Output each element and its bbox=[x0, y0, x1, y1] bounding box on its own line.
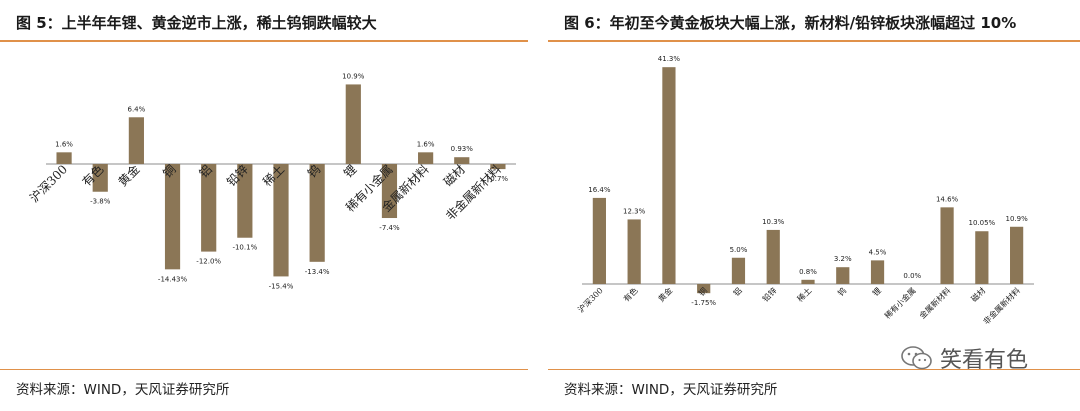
category-tick-label: 钨 bbox=[835, 285, 848, 298]
bar bbox=[128, 117, 144, 164]
data-label: -0.7% bbox=[488, 175, 509, 183]
data-label: 1.6% bbox=[55, 140, 73, 148]
bar bbox=[273, 164, 289, 277]
data-label: -15.4% bbox=[269, 282, 294, 290]
data-label: 10.05% bbox=[968, 219, 995, 227]
bar bbox=[92, 164, 108, 192]
bar bbox=[731, 257, 746, 284]
bar bbox=[309, 164, 325, 262]
data-label: -10.1% bbox=[232, 244, 257, 252]
category-tick-label: 稀土 bbox=[795, 285, 813, 303]
category-tick-label: 沪深300 bbox=[27, 162, 70, 205]
bar bbox=[201, 164, 217, 252]
bar bbox=[940, 207, 954, 284]
bar bbox=[697, 284, 711, 294]
data-label: -3.8% bbox=[90, 198, 111, 206]
data-label: 6.4% bbox=[127, 105, 145, 113]
data-label: 0.93% bbox=[451, 145, 474, 153]
bar bbox=[1010, 226, 1024, 284]
category-tick-label: 金属新材料 bbox=[917, 285, 952, 320]
data-label: -13.4% bbox=[305, 268, 330, 276]
category-tick-label: 稀有小金属 bbox=[882, 285, 917, 320]
data-label: -7.4% bbox=[379, 224, 400, 232]
bar bbox=[381, 164, 398, 219]
footer-divider bbox=[548, 369, 1080, 370]
wechat-icon bbox=[901, 346, 932, 370]
bar bbox=[836, 267, 850, 284]
bar bbox=[870, 260, 885, 284]
bar bbox=[662, 67, 676, 284]
figure-title: 图 6：年初至今黄金板块大幅上涨，新材料/铅锌板块涨幅超过 10% bbox=[564, 14, 1017, 32]
category-tick-label: 非金属新材料 bbox=[981, 285, 1022, 326]
bar bbox=[975, 231, 989, 284]
bar-chart-h1-returns: 1.6%沪深300 -3.8%有色6.4%黄金-14.43%铜-12.0%铝-10… bbox=[27, 72, 516, 290]
bar bbox=[454, 157, 470, 164]
bar bbox=[801, 279, 815, 284]
category-tick-label: 磁材 bbox=[440, 162, 468, 190]
data-label: 16.4% bbox=[588, 186, 611, 194]
data-label: -1.75% bbox=[691, 299, 716, 307]
figure-6-panel: 图 6：年初至今黄金板块大幅上涨，新材料/铅锌板块涨幅超过 10% 16.4% 沪… bbox=[548, 0, 1080, 411]
data-label: 0.8% bbox=[799, 268, 817, 276]
data-label: 12.3% bbox=[623, 207, 646, 215]
data-label: 41.3% bbox=[658, 55, 681, 63]
category-tick-label: 铝 bbox=[731, 285, 744, 298]
data-label: 4.5% bbox=[869, 248, 887, 256]
bar bbox=[56, 152, 72, 164]
watermark: 笑看有色 bbox=[900, 342, 1028, 374]
title-divider bbox=[548, 40, 1080, 42]
category-tick-label: 沪深300 bbox=[576, 285, 605, 314]
category-tick-label: 黄金 bbox=[656, 285, 674, 303]
data-label: 0.0% bbox=[903, 272, 921, 280]
bar bbox=[490, 164, 506, 170]
figure-5-panel: 图 5：上半年年锂、黄金逆市上涨，稀土钨铜跌幅较大 1.6% 沪深300 -3.8%… bbox=[0, 0, 528, 411]
bar bbox=[237, 164, 253, 238]
bar bbox=[164, 164, 181, 270]
bar bbox=[766, 229, 780, 284]
footer-divider bbox=[0, 369, 528, 370]
data-label: -14.43% bbox=[158, 275, 188, 283]
title-divider bbox=[0, 40, 528, 42]
data-label: 10.3% bbox=[762, 218, 785, 226]
watermark-text: 笑看有色 bbox=[940, 348, 1029, 373]
source-note: 资料来源：WIND，天风证券研究所 bbox=[564, 382, 778, 398]
source-note: 资料来源：WIND，天风证券研究所 bbox=[16, 382, 230, 398]
data-label: 14.6% bbox=[936, 195, 959, 203]
data-label: 5.0% bbox=[730, 246, 748, 254]
category-tick-label: 黄金 bbox=[115, 162, 143, 190]
data-label: 10.9% bbox=[1005, 215, 1028, 223]
data-label: 3.2% bbox=[834, 255, 852, 263]
bar bbox=[627, 219, 641, 284]
bar bbox=[345, 84, 361, 164]
bar bbox=[592, 197, 606, 284]
data-label: 10.9% bbox=[342, 72, 365, 80]
data-label: 1.6% bbox=[417, 140, 435, 148]
category-tick-label: 锂 bbox=[870, 285, 883, 298]
figure-title: 图 5：上半年年锂、黄金逆市上涨，稀土钨铜跌幅较大 bbox=[16, 14, 377, 32]
category-tick-label: 磁材 bbox=[969, 285, 987, 303]
category-tick-label: 有色 bbox=[621, 285, 639, 303]
category-tick-label: 铅锌 bbox=[760, 285, 778, 303]
bar bbox=[418, 152, 434, 164]
data-label: -12.0% bbox=[196, 258, 221, 266]
